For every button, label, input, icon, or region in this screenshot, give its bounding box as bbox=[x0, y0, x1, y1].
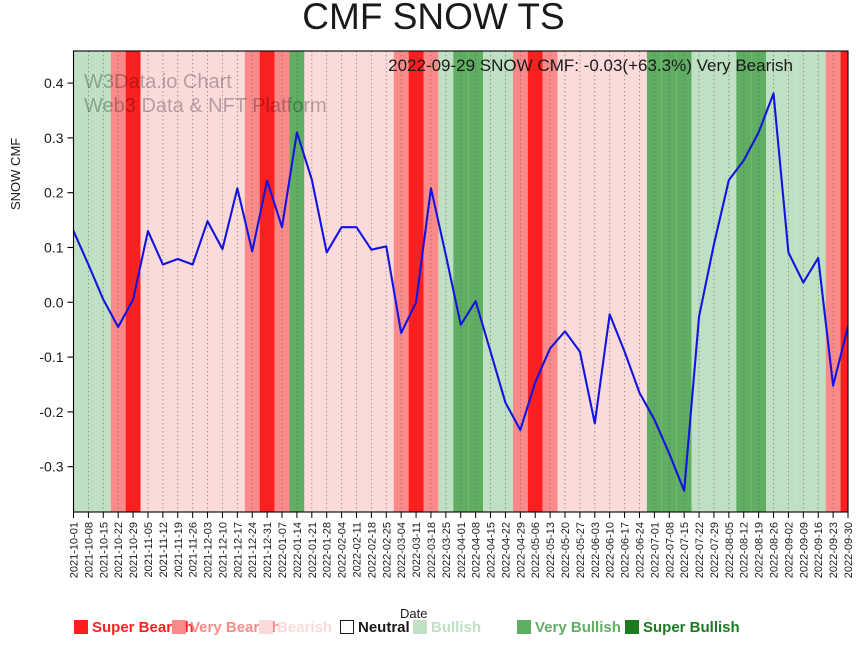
svg-text:2022-01-28: 2022-01-28 bbox=[322, 522, 334, 578]
svg-text:2021-11-12: 2021-11-12 bbox=[158, 522, 170, 577]
svg-text:2021-10-29: 2021-10-29 bbox=[128, 522, 140, 578]
svg-text:2021-10-15: 2021-10-15 bbox=[98, 522, 110, 578]
svg-text:2021-12-10: 2021-12-10 bbox=[217, 522, 229, 578]
svg-text:2022-04-29: 2022-04-29 bbox=[515, 522, 527, 578]
svg-text:2021-10-08: 2021-10-08 bbox=[83, 522, 95, 578]
svg-text:2021-12-17: 2021-12-17 bbox=[232, 522, 244, 578]
svg-text:2022-08-12: 2022-08-12 bbox=[739, 522, 751, 578]
svg-text:2022-06-17: 2022-06-17 bbox=[620, 522, 632, 578]
svg-text:2022-04-01: 2022-04-01 bbox=[456, 522, 468, 578]
svg-text:0.0: 0.0 bbox=[44, 294, 64, 310]
svg-text:2021-11-26: 2021-11-26 bbox=[188, 522, 200, 577]
svg-text:2022-02-04: 2022-02-04 bbox=[337, 522, 349, 578]
svg-text:2022-02-25: 2022-02-25 bbox=[381, 522, 393, 578]
svg-text:0.4: 0.4 bbox=[44, 75, 64, 91]
svg-text:2022-05-13: 2022-05-13 bbox=[545, 522, 557, 578]
svg-text:2021-11-19: 2021-11-19 bbox=[173, 522, 185, 577]
svg-text:2022-01-21: 2022-01-21 bbox=[307, 522, 319, 578]
svg-text:2021-12-31: 2021-12-31 bbox=[262, 522, 274, 578]
svg-text:2021-10-01: 2021-10-01 bbox=[69, 522, 81, 578]
svg-text:2022-04-15: 2022-04-15 bbox=[486, 522, 498, 578]
svg-text:2022-05-20: 2022-05-20 bbox=[560, 522, 572, 578]
svg-text:2022-07-08: 2022-07-08 bbox=[664, 522, 676, 578]
svg-text:2022-09-30: 2022-09-30 bbox=[843, 522, 855, 578]
svg-text:2022-07-29: 2022-07-29 bbox=[709, 522, 721, 578]
svg-text:2021-10-22: 2021-10-22 bbox=[113, 522, 125, 578]
svg-text:2022-03-11: 2022-03-11 bbox=[411, 522, 423, 577]
svg-text:2022-02-18: 2022-02-18 bbox=[366, 522, 378, 578]
svg-text:2022-08-26: 2022-08-26 bbox=[769, 522, 781, 578]
svg-text:2022-07-22: 2022-07-22 bbox=[694, 522, 706, 578]
svg-text:2022-06-24: 2022-06-24 bbox=[634, 522, 646, 578]
svg-text:2022-04-08: 2022-04-08 bbox=[471, 522, 483, 578]
svg-text:2022-08-05: 2022-08-05 bbox=[724, 522, 736, 578]
svg-text:2022-07-01: 2022-07-01 bbox=[649, 522, 661, 578]
svg-text:0.1: 0.1 bbox=[44, 240, 64, 256]
svg-text:-0.1: -0.1 bbox=[39, 349, 63, 365]
svg-text:2022-09-23: 2022-09-23 bbox=[828, 522, 840, 578]
svg-text:2022-04-22: 2022-04-22 bbox=[500, 522, 512, 578]
svg-text:-0.2: -0.2 bbox=[39, 404, 63, 420]
svg-text:2022-08-19: 2022-08-19 bbox=[754, 522, 766, 578]
svg-text:2022-06-10: 2022-06-10 bbox=[605, 522, 617, 578]
svg-text:2022-07-15: 2022-07-15 bbox=[679, 522, 691, 578]
svg-text:2022-09-16: 2022-09-16 bbox=[813, 522, 825, 578]
svg-text:2022-03-18: 2022-03-18 bbox=[426, 522, 438, 578]
svg-text:2022-09-09: 2022-09-09 bbox=[798, 522, 810, 578]
svg-text:2022-06-03: 2022-06-03 bbox=[590, 522, 602, 578]
svg-text:2022-05-06: 2022-05-06 bbox=[530, 522, 542, 578]
svg-text:2021-11-05: 2021-11-05 bbox=[143, 522, 155, 577]
svg-text:2021-12-03: 2021-12-03 bbox=[203, 522, 215, 578]
svg-text:2022-03-04: 2022-03-04 bbox=[396, 522, 408, 578]
svg-text:2022-02-11: 2022-02-11 bbox=[351, 522, 363, 577]
svg-text:-0.3: -0.3 bbox=[39, 459, 63, 475]
svg-text:0.3: 0.3 bbox=[44, 130, 64, 146]
svg-text:2022-03-25: 2022-03-25 bbox=[441, 522, 453, 578]
svg-text:2022-05-27: 2022-05-27 bbox=[575, 522, 587, 578]
svg-text:2021-12-24: 2021-12-24 bbox=[247, 522, 259, 578]
svg-text:2022-09-02: 2022-09-02 bbox=[783, 522, 795, 578]
svg-text:2022-01-14: 2022-01-14 bbox=[292, 522, 304, 578]
svg-text:2022-01-07: 2022-01-07 bbox=[277, 522, 289, 578]
svg-text:0.2: 0.2 bbox=[44, 185, 64, 201]
